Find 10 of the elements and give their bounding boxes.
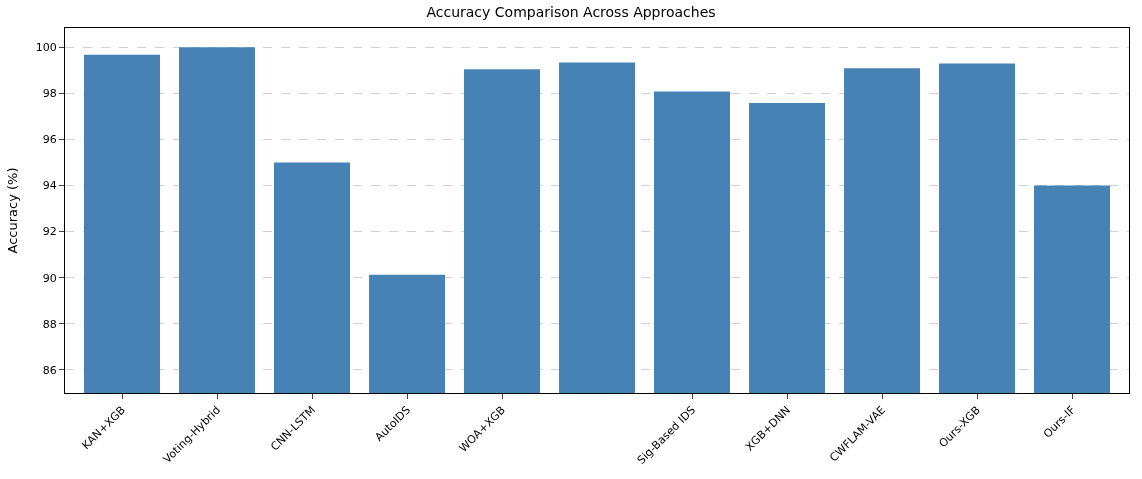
chart-title: Accuracy Comparison Across Approaches: [426, 3, 716, 20]
y-tick-label: 98: [42, 87, 57, 101]
y-axis-title: Accuracy (%): [4, 167, 20, 254]
y-tick-label: 96: [42, 133, 57, 147]
y-tick-label: 90: [42, 271, 57, 285]
y-tick-label: 86: [42, 363, 57, 377]
y-tick-label: 94: [42, 179, 57, 193]
y-tick-label: 88: [42, 317, 57, 331]
y-tick-label: 100: [35, 40, 57, 54]
y-tick-label: 92: [42, 225, 57, 239]
